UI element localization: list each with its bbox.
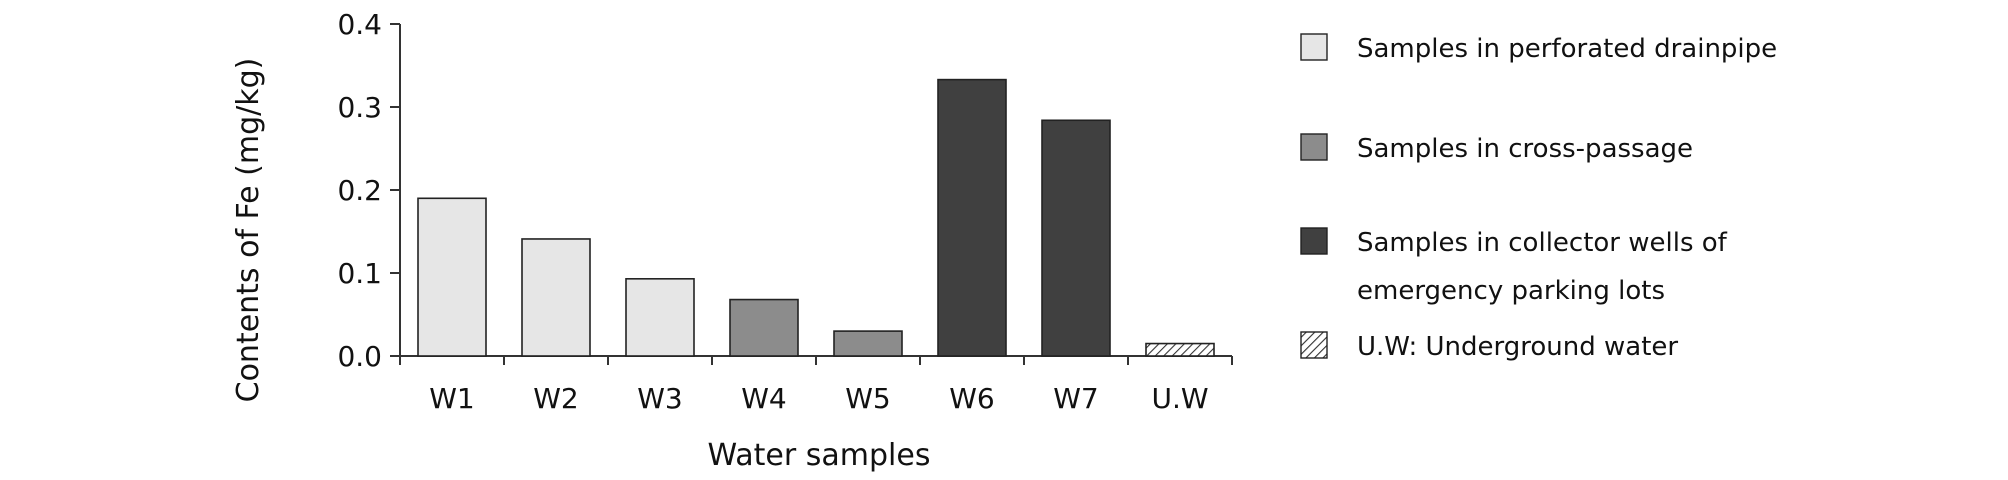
- bar-w2: [521, 238, 591, 357]
- y-tick-label: 0.4: [337, 8, 382, 41]
- bar-w4: [729, 298, 799, 357]
- legend-label: Samples in perforated drainpipe: [1357, 34, 1777, 64]
- y-tick-label: 0.2: [337, 174, 382, 207]
- plot-area: 0.0 0.1 0.2 0.3 0.4 W1 W2 W3 W4 W5 W6 W7 U.W: [337, 8, 1233, 415]
- legend-item: Samples in collector wells of emergency p…: [1300, 227, 1728, 306]
- legend-label: emergency parking lots: [1357, 276, 1665, 306]
- x-tick-label: W2: [533, 382, 579, 415]
- x-tick-label: W4: [741, 382, 787, 415]
- bar-w7: [1041, 119, 1111, 357]
- y-tick-label: 0.3: [337, 91, 382, 124]
- legend-swatch: [1300, 33, 1328, 61]
- x-tick-label: W3: [637, 382, 683, 415]
- x-axis-label: Water samples: [708, 438, 931, 473]
- x-tick-label: W5: [845, 382, 891, 415]
- y-axis-label: Contents of Fe (mg/kg): [231, 58, 266, 403]
- legend-label: Samples in collector wells of: [1357, 228, 1728, 258]
- legend-swatch: [1300, 331, 1328, 359]
- legend-item: Samples in perforated drainpipe: [1300, 33, 1777, 64]
- bar-w3: [625, 278, 695, 357]
- legend-item: U.W: Underground water: [1300, 331, 1678, 362]
- legend-item: Samples in cross-passage: [1300, 133, 1693, 164]
- y-tick-label: 0.1: [337, 257, 382, 290]
- y-tick-label: 0.0: [337, 340, 382, 373]
- bar-w5: [833, 330, 903, 357]
- legend-swatch: [1300, 227, 1328, 255]
- bar-w6: [937, 78, 1007, 357]
- legend-swatch: [1300, 133, 1328, 161]
- legend: Samples in perforated drainpipe Samples i…: [1300, 33, 1777, 362]
- x-tick-label: W1: [429, 382, 475, 415]
- legend-label: Samples in cross-passage: [1357, 134, 1693, 164]
- x-tick-label: W6: [949, 382, 995, 415]
- x-tick-label: W7: [1053, 382, 1099, 415]
- bar-uw: [1145, 342, 1215, 357]
- x-tick-label: U.W: [1151, 382, 1208, 415]
- legend-label: U.W: Underground water: [1357, 332, 1678, 362]
- bar-w1: [417, 197, 487, 357]
